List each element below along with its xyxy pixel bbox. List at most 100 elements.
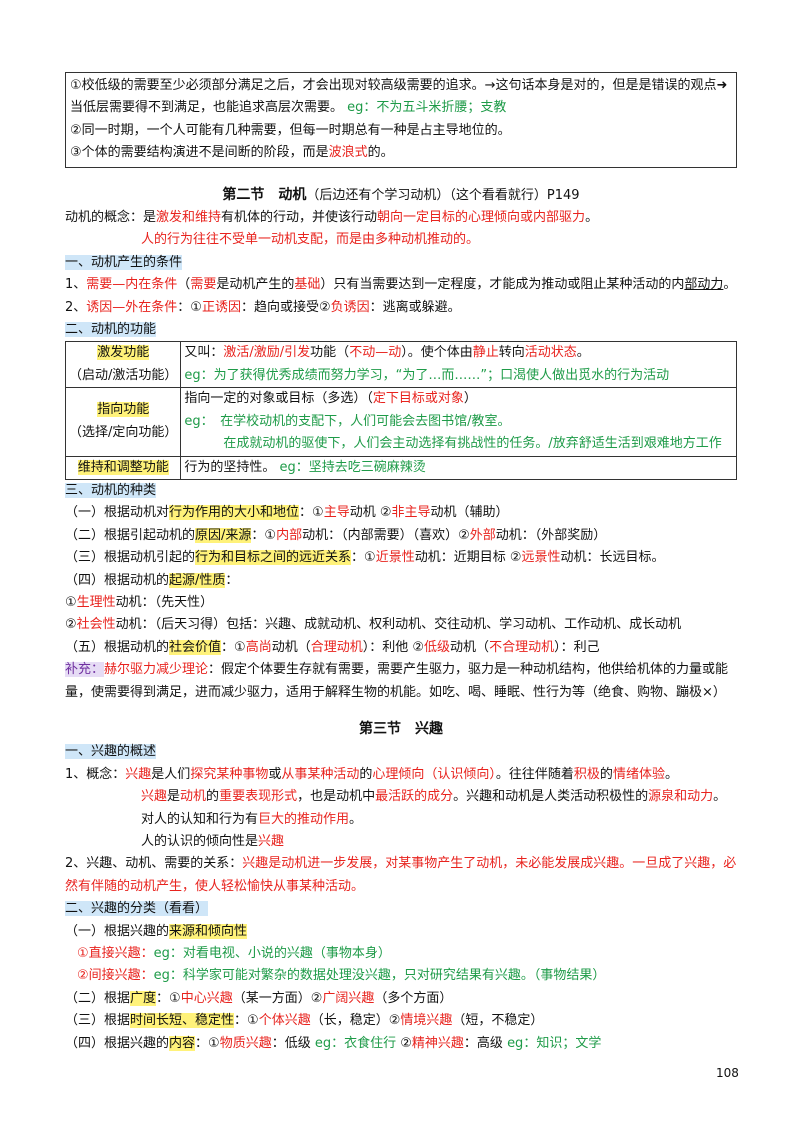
text-run: 的	[206, 789, 220, 805]
text-run: 有机体的行动，并使该行动	[221, 210, 378, 226]
line: ③个体的需要结构演进不是间断的阶段，而是波浪式的。	[70, 142, 732, 164]
row-content: 指向一定的对象或目标（多选）（定下目标或对象） eg： 在学校动机的支配下，人们可…	[180, 387, 737, 457]
text-run: 三、动机的种类	[65, 482, 157, 498]
section-title: 第二节 动机（后边还有个学习动机）（这个看看就行）P149	[65, 184, 737, 207]
paragraph: 动机的概念：是激发和维持有机体的行动，并使该行动朝向一定目标的心理倾向或内部驱力…	[65, 207, 737, 229]
text-run: ：高级	[463, 1035, 508, 1051]
text-run: 二、兴趣的分类（看看）	[65, 901, 209, 917]
line: ①校低级的需要至少必须部分满足之后，才会出现对较高级需要的追求。→这句话本身是对…	[70, 75, 732, 120]
function-table: 激发功能 （启动/激活功能） 又叫：激活/激励/引发功能（不动—动）。使个体由静止转…	[64, 341, 737, 480]
paragraph: 人的行为往往不受单一动机支配，而是由多种动机推动的。	[65, 229, 737, 251]
text-run: ）：利他 ②	[362, 639, 425, 655]
text-run: 对人的认知和行为有	[141, 811, 259, 827]
text-run: ①直接兴趣：	[77, 946, 154, 962]
text-run: 是	[167, 789, 181, 805]
paragraph: （三）根据动机引起的行为和目标之间的远近关系：①近景性动机：近期目标 ②远景性动…	[65, 547, 737, 569]
text-run: （启动/激活功能）	[69, 367, 178, 383]
text-run: 精神兴趣	[411, 1035, 464, 1051]
line: eg：为了获得优秀成绩而努力学习，“为了…而……”；口渴使人做出觅水的行为活动	[184, 365, 733, 387]
text-run: ：①	[251, 527, 277, 543]
text-run: （五）根据动机的	[65, 639, 170, 655]
text-run: 需要—内在条件	[86, 277, 178, 293]
text-run: 的	[359, 766, 373, 782]
text-run: 内部	[276, 527, 303, 543]
text-run: 。	[585, 210, 599, 226]
text-run: 的。	[367, 145, 394, 161]
text-run: 动机：长远目标。	[560, 550, 665, 566]
row-label: 指向功能 （选择/定向功能）	[64, 387, 182, 457]
text-run: ：	[225, 572, 239, 588]
text-run: 动机：近期目标 ②	[414, 550, 522, 566]
text-run: 。	[723, 277, 737, 293]
text-run: （二）根据引起动机的	[65, 527, 196, 543]
text-run: 非主导	[391, 505, 431, 521]
text-run: 情绪体验	[612, 766, 665, 782]
text-run: 或	[268, 766, 282, 782]
text-run: （四）根据兴趣的	[65, 1035, 170, 1051]
text-run: ③个体的需要结构演进不是间断的阶段，而是	[70, 145, 329, 161]
line: eg： 在学校动机的支配下，人们可能会去图书馆/教室。	[184, 411, 733, 433]
page-number: 108	[716, 1066, 739, 1080]
paragraph: 1、概念：兴趣是人们探究某种事物或从事某种活动的心理倾向（认识倾向）。往往伴随着…	[65, 764, 737, 786]
text-run: ）只有当需要达到一定程度，才能成为推动或阻止某种活动的内	[320, 277, 685, 293]
text-run: 动机（	[450, 639, 490, 655]
text-run: 。	[664, 766, 678, 782]
text-run: 动机：（外部奖励）	[495, 527, 607, 543]
text-run: 正诱因	[201, 299, 241, 315]
text-run: 高尚	[245, 639, 272, 655]
text-run: 。	[349, 811, 363, 827]
text-run: 起源/性质	[169, 572, 226, 588]
row-content: 行为的坚持性。 eg：坚持去吃三碗麻辣烫	[180, 455, 737, 480]
text-run: 2、兴趣、动机、需要的关系：	[65, 856, 243, 872]
text-run: 是动机产生的	[216, 277, 295, 293]
text-run: 低级	[424, 639, 451, 655]
text-run: 原因/来源	[195, 527, 252, 543]
text-run: ①校低级的需要至少必须部分满足之后，才会出现对较高级需要的追求。→这句话本身是对…	[70, 78, 728, 116]
text-run: ①	[65, 594, 77, 610]
text-run: ：①	[156, 990, 181, 1006]
paragraph: （二）根据引起动机的原因/来源：①内部动机：（内部需要）（喜欢）②外部动机：（外…	[65, 525, 737, 547]
text-run: 又叫：	[184, 345, 224, 361]
paragraph: （一）根据动机对行为作用的大小和地位：①主导动机 ②非主导动机（辅助）	[65, 502, 737, 524]
note-box: ①校低级的需要至少必须部分满足之后，才会出现对较高级需要的追求。→这句话本身是对…	[65, 72, 737, 168]
text-run: 的	[599, 766, 613, 782]
text-run: 行为作用的大小和地位	[169, 505, 300, 521]
text-run: （后边还有个学习动机）（这个看看就行）P149	[306, 187, 580, 203]
text-run: 兴趣	[141, 789, 168, 805]
text-run: 积极	[573, 766, 600, 782]
text-run: 朝向一定目标的心理倾向或内部驱力	[377, 210, 586, 226]
text-run: 时间长短、稳定性	[130, 1013, 235, 1029]
text-run: 重要表现形式	[219, 789, 298, 805]
text-run: ）：利己	[554, 639, 600, 655]
paragraph: 对人的认知和行为有巨大的推动作用。	[65, 809, 737, 831]
text-run: 广阔兴趣	[322, 990, 375, 1006]
text-run: 部动力	[684, 277, 724, 293]
text-run: 在成就动机的驱使下，人们会主动选择有挑战性的任务。/放弃舒适生活到艰难地方工作	[184, 436, 722, 452]
text-run: 活动状态	[524, 345, 577, 361]
text-run: 波浪式	[328, 145, 368, 161]
text-run: 心理倾向（认识倾向）	[372, 766, 496, 782]
text-run: eg：知识；文学	[507, 1035, 602, 1051]
text-run: （一）根据动机对	[65, 505, 170, 521]
text-run: 内容	[169, 1035, 196, 1051]
line: 行为的坚持性。 eg：坚持去吃三碗麻辣烫	[184, 457, 733, 479]
text-run: 社会价值	[169, 639, 222, 655]
line: 又叫：激活/激励/引发功能（不动—动）。使个体由静止转向活动状态。	[184, 342, 733, 364]
text-run: 动机（	[271, 639, 311, 655]
text-run: 远景性	[521, 550, 561, 566]
text-run: 1、概念：	[65, 766, 126, 782]
text-run: 激活/激励/引发	[223, 345, 311, 361]
text-run: ：①	[195, 1035, 220, 1051]
text-run: （长，稳定）②	[310, 1013, 401, 1029]
document: ①校低级的需要至少必须部分满足之后，才会出现对较高级需要的追求。→这句话本身是对…	[64, 72, 737, 1055]
text-run: 最活跃的成分	[375, 789, 454, 805]
paragraph: 1、需要—内在条件（需要是动机产生的基础）只有当需要达到一定程度，才能成为推动或…	[65, 274, 737, 296]
text-run: 第三节 兴趣	[359, 720, 443, 737]
line: 指向功能	[69, 399, 177, 421]
text-run: （	[177, 277, 191, 293]
paragraph: 兴趣是动机的重要表现形式，也是动机中最活跃的成分。兴趣和动机是人类活动积极性的源…	[65, 786, 737, 808]
text-run: ：①	[351, 550, 376, 566]
heading: 三、动机的种类	[65, 480, 737, 502]
